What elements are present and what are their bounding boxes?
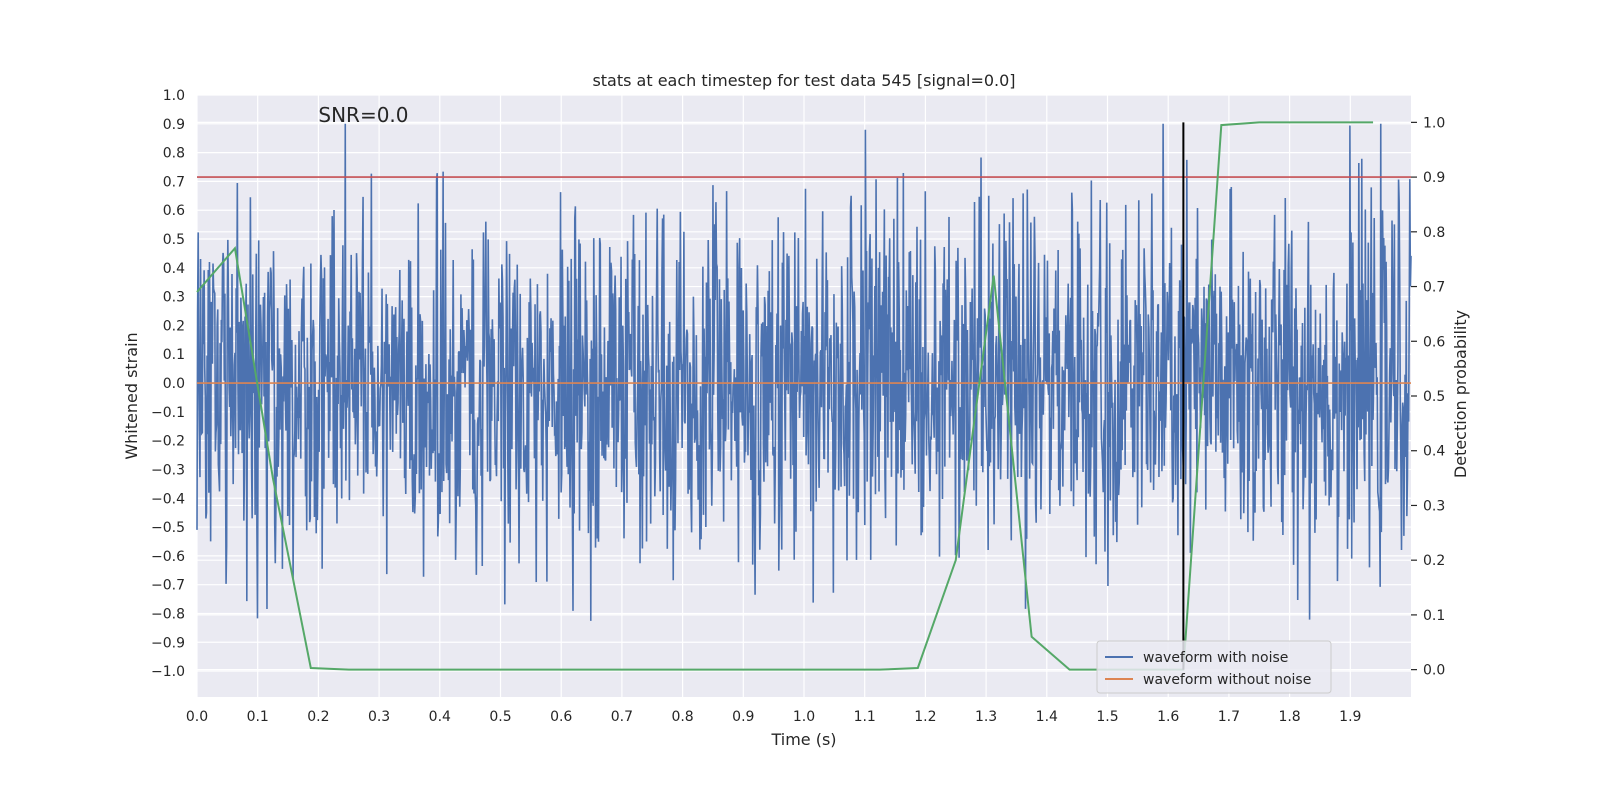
- x-tick-label: 1.9: [1339, 709, 1361, 725]
- legend-label: waveform with noise: [1143, 650, 1288, 666]
- y-right-tick-label: 1.0: [1423, 115, 1445, 131]
- y-axis-left: 1.0 0.9 0.8 0.7 0.6 0.5 0.4 0.3 0.2 0.1 0.0 −0.1 −0.…: [151, 88, 185, 680]
- y-right-tick-label: 0.9: [1423, 170, 1445, 186]
- y-left-tick-label: 0.7: [163, 174, 185, 190]
- y-left-tick-label: 1.0: [163, 88, 185, 104]
- x-tick-label: 1.1: [854, 709, 876, 725]
- y-left-tick-label: 0.5: [163, 232, 185, 248]
- x-tick-label: 0.8: [671, 709, 693, 725]
- chart-title: stats at each timestep for test data 545…: [592, 71, 1015, 90]
- legend-label: waveform without noise: [1143, 672, 1311, 688]
- y-axis-left-label: Whitened strain: [122, 332, 141, 459]
- x-tick-label: 1.5: [1096, 709, 1118, 725]
- x-tick-label: 0.0: [186, 709, 208, 725]
- y-left-tick-label: −0.3: [151, 462, 185, 478]
- x-tick-label: 0.3: [368, 709, 390, 725]
- y-right-tick-label: 0.7: [1423, 280, 1445, 296]
- y-left-tick-label: 0.0: [163, 376, 185, 392]
- x-tick-label: 0.4: [429, 709, 451, 725]
- y-left-tick-label: −0.7: [151, 578, 185, 594]
- y-left-tick-label: −0.6: [151, 549, 185, 565]
- legend-box: [1096, 640, 1332, 694]
- y-left-tick-label: −0.2: [151, 434, 185, 450]
- x-axis: 0.0 0.1 0.2 0.3 0.4 0.5 0.6 0.7 0.8 0.9 1.0 1.1 1.2 1…: [186, 709, 1362, 725]
- y-left-tick-label: 0.1: [163, 347, 185, 363]
- y-left-tick-label: 0.2: [163, 318, 185, 334]
- y-right-tick-label: 0.3: [1423, 498, 1445, 514]
- x-tick-label: 1.4: [1036, 709, 1058, 725]
- x-axis-label: Time (s): [770, 730, 836, 749]
- y-axis-right: 0.0 0.1 0.2 0.3 0.4 0.5 0.6 0.7 0.8 0.9 1.0: [1411, 115, 1445, 679]
- x-tick-label: 0.5: [489, 709, 511, 725]
- x-tick-label: 1.0: [793, 709, 815, 725]
- x-tick-label: 1.6: [1157, 709, 1179, 725]
- x-tick-label: 1.8: [1278, 709, 1300, 725]
- y-axis-right-label: Detection probability: [1451, 310, 1470, 478]
- y-left-tick-label: 0.3: [163, 290, 185, 306]
- y-left-tick-label: 0.6: [163, 203, 185, 219]
- y-left-tick-label: −0.8: [151, 606, 185, 622]
- x-tick-label: 0.7: [611, 709, 633, 725]
- y-left-tick-label: 0.9: [163, 117, 185, 133]
- y-right-tick-label: 0.2: [1423, 553, 1445, 569]
- x-tick-label: 1.7: [1218, 709, 1240, 725]
- x-tick-label: 0.9: [732, 709, 754, 725]
- snr-annotation: SNR=0.0: [318, 103, 408, 127]
- x-tick-label: 0.1: [247, 709, 269, 725]
- y-left-tick-label: −1.0: [151, 664, 185, 680]
- y-right-tick-label: 0.8: [1423, 225, 1445, 241]
- x-tick-label: 1.3: [975, 709, 997, 725]
- y-right-tick-label: 0.4: [1423, 444, 1445, 460]
- x-tick-label: 0.2: [307, 709, 329, 725]
- y-left-tick-label: −0.4: [151, 491, 185, 507]
- y-right-tick-label: 0.6: [1423, 334, 1445, 350]
- y-right-tick-label: 0.0: [1423, 663, 1445, 679]
- x-tick-label: 0.6: [550, 709, 572, 725]
- y-left-tick-label: −0.1: [151, 405, 185, 421]
- x-tick-label: 1.2: [914, 709, 936, 725]
- y-left-tick-label: −0.5: [151, 520, 185, 536]
- y-left-tick-label: 0.4: [163, 261, 185, 277]
- legend: waveform with noise waveform without nois…: [1096, 640, 1332, 694]
- y-left-tick-label: −0.9: [151, 635, 185, 651]
- y-right-tick-label: 0.5: [1423, 389, 1445, 405]
- y-right-tick-label: 0.1: [1423, 608, 1445, 624]
- y-left-tick-label: 0.8: [163, 146, 185, 162]
